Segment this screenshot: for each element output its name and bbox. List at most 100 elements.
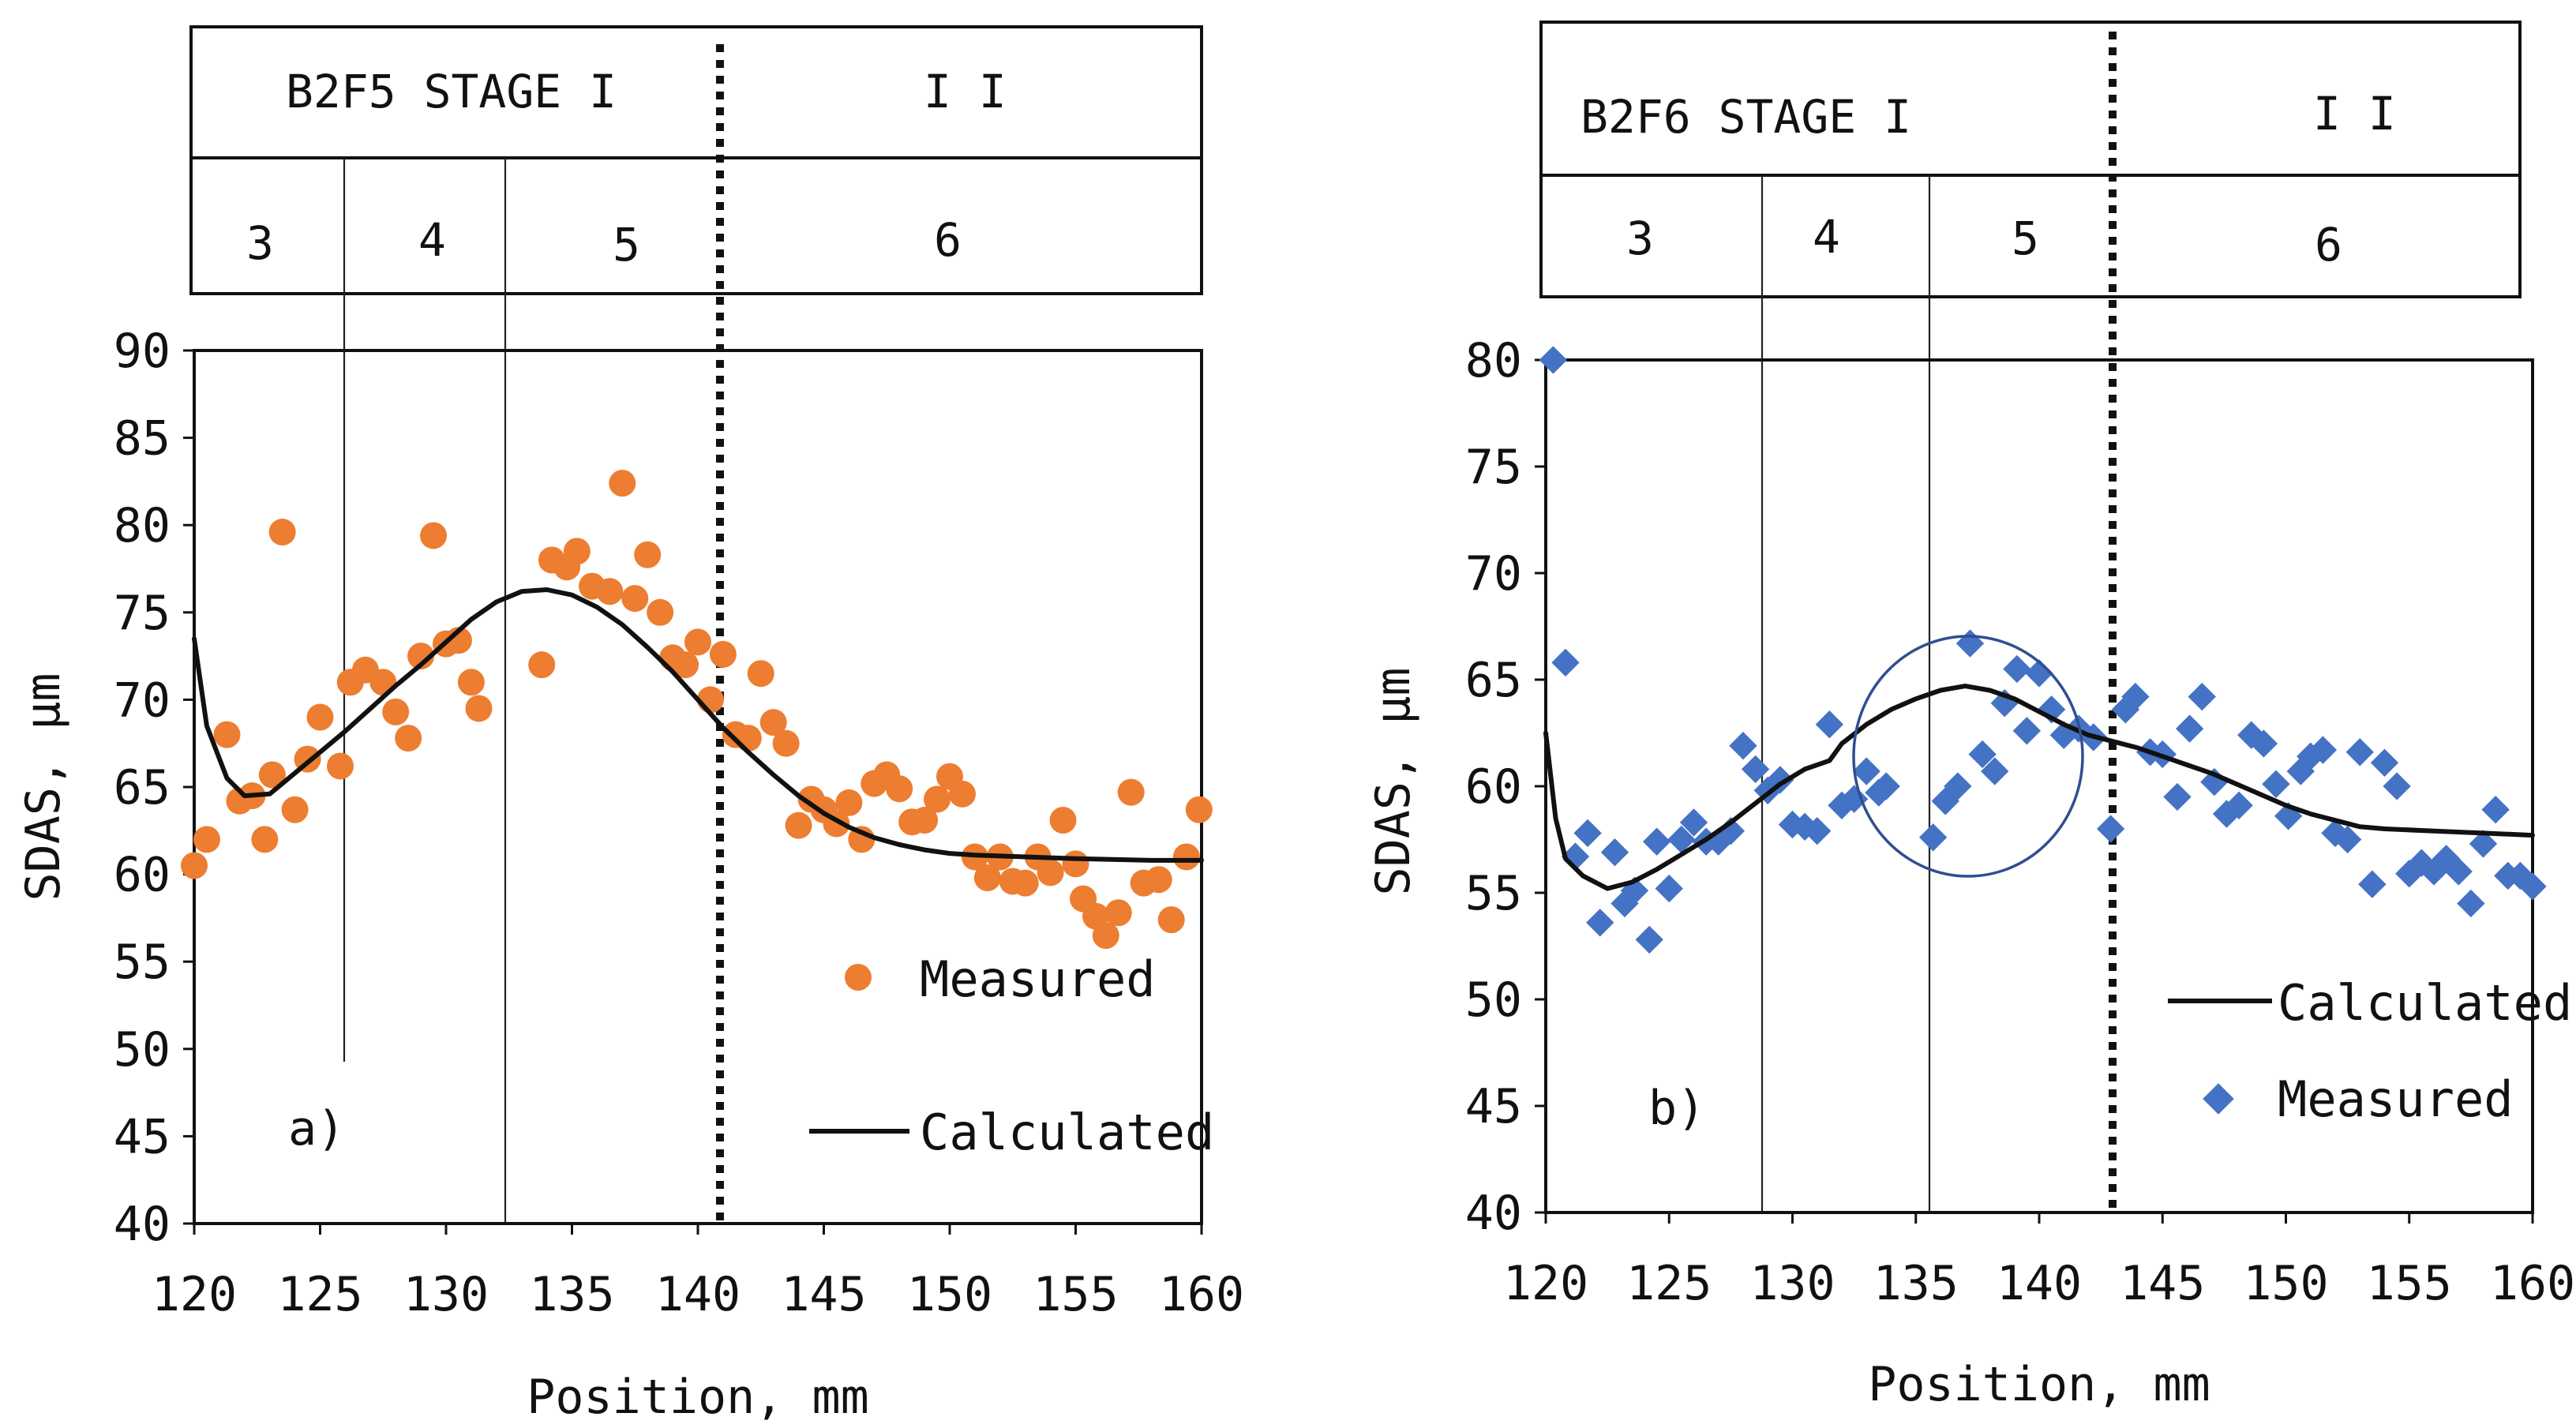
y-tick-label: 50 — [1465, 973, 1522, 1028]
data-point-measured — [1011, 869, 1039, 897]
zone-label-3-a: 3 — [246, 216, 274, 270]
x-tick-label: 130 — [1749, 1256, 1835, 1311]
data-point-measured — [1944, 772, 1972, 800]
data-point-measured — [2457, 889, 2485, 918]
x-tick-label: 120 — [1503, 1256, 1588, 1311]
data-point-measured — [1104, 899, 1132, 927]
calculated-line-b — [1543, 684, 2535, 891]
y-tick-label: 60 — [114, 848, 171, 903]
data-point-measured — [596, 578, 624, 605]
y-tick-label: 60 — [1465, 759, 1522, 815]
data-point-measured — [1642, 827, 1671, 856]
data-point-measured — [1852, 757, 1880, 785]
data-point-measured — [2469, 830, 2498, 858]
data-point-measured — [2444, 857, 2473, 886]
y-axis-title-b: SDAS, μm — [1366, 668, 1421, 896]
header-title-a: B2F5 STAGE I — [286, 65, 617, 118]
data-point-measured — [251, 826, 279, 853]
data-point-measured — [1955, 629, 1985, 658]
data-point-measured — [609, 470, 636, 497]
data-point-measured — [1968, 740, 1997, 769]
data-point-measured — [1172, 843, 1200, 871]
data-point-measured — [457, 669, 485, 696]
legend-marker-measured-a — [845, 964, 872, 991]
data-point-measured — [1679, 808, 1708, 837]
x-tick-label: 130 — [403, 1267, 489, 1322]
data-point-measured — [924, 785, 951, 813]
data-point-measured — [2175, 714, 2204, 743]
header-title-b: B2F6 STAGE I — [1580, 90, 1911, 144]
data-point-measured — [2163, 782, 2192, 811]
data-point-measured — [973, 864, 1001, 892]
data-point-measured — [1600, 838, 1629, 867]
data-point-measured — [465, 695, 493, 722]
data-point-measured — [2003, 654, 2031, 684]
data-point-measured — [2121, 682, 2150, 711]
data-point-measured — [1157, 906, 1185, 934]
zone-label-5-a: 5 — [613, 218, 640, 272]
x-tick-label: 125 — [277, 1267, 362, 1322]
x-tick-label: 145 — [2120, 1256, 2205, 1311]
x-tick-label: 155 — [1033, 1267, 1118, 1322]
x-tick-label: 125 — [1626, 1256, 1712, 1311]
zone-label-3-b: 3 — [1626, 212, 1654, 265]
data-point-measured — [734, 725, 762, 752]
x-axis-title-b: Position, mm — [1868, 1357, 2210, 1412]
panel-label-a: a) — [288, 1101, 345, 1156]
data-point-measured — [1049, 807, 1077, 834]
data-point-measured — [2358, 870, 2387, 898]
zone-label-6-a: 6 — [934, 213, 962, 267]
y-axis-title-a: SDAS, μm — [16, 673, 71, 901]
header-box-a — [189, 25, 1203, 295]
data-point-measured — [213, 721, 241, 748]
data-point-measured — [268, 519, 296, 546]
y-tick-label: 55 — [1465, 866, 1522, 921]
legend-marker-measured-b — [2203, 1083, 2234, 1115]
x-axis-title-a: Position, mm — [527, 1370, 868, 1425]
data-point-measured — [911, 807, 939, 834]
y-tick-label: 40 — [1465, 1186, 1522, 1241]
x-tick-label: 140 — [655, 1267, 741, 1322]
y-tick-label: 75 — [1465, 440, 1522, 495]
zone-label-5-b: 5 — [2012, 212, 2039, 265]
y-tick-label: 80 — [114, 498, 171, 553]
data-point-measured — [1145, 866, 1172, 894]
data-point-measured — [181, 852, 208, 879]
y-tick-label: 70 — [114, 673, 171, 728]
x-tick-label: 150 — [907, 1267, 992, 1322]
data-point-measured — [759, 709, 787, 736]
legend-label-calculated-a: Calculated — [920, 1104, 1214, 1161]
data-point-measured — [1815, 710, 1844, 739]
data-point-measured — [1872, 772, 1900, 800]
data-point-measured — [1635, 925, 1663, 954]
x-tick-label: 120 — [152, 1267, 237, 1322]
data-point-measured — [1573, 819, 1602, 848]
data-point-measured — [1586, 909, 1614, 937]
data-point-measured — [563, 538, 591, 565]
panel-label-b: b) — [1648, 1081, 1705, 1136]
data-point-measured — [2308, 736, 2338, 764]
data-point-measured — [1062, 850, 1089, 878]
data-point-measured — [528, 651, 556, 679]
data-point-measured — [420, 522, 448, 549]
x-tick-label: 150 — [2243, 1256, 2328, 1311]
data-point-measured — [634, 541, 662, 568]
data-point-measured — [382, 698, 410, 725]
axis-ticks-b: 120 125 130 135 140 145 150 155 160 40 45 50 55 60 65 7… — [1465, 333, 2575, 1311]
y-tick-label: 70 — [1465, 546, 1522, 602]
data-point-measured — [2370, 748, 2399, 777]
data-point-measured — [2096, 815, 2125, 843]
y-tick-label: 45 — [114, 1109, 171, 1164]
data-point-measured — [647, 598, 674, 626]
y-tick-label: 80 — [1465, 333, 1522, 388]
x-tick-label: 140 — [1997, 1256, 2082, 1311]
y-tick-label: 40 — [114, 1197, 171, 1252]
data-point-measured — [1037, 859, 1064, 886]
data-point-measured — [2481, 796, 2510, 824]
x-tick-label: 160 — [1159, 1267, 1244, 1322]
data-point-measured — [1803, 817, 1832, 845]
header-box-b — [1539, 21, 2522, 298]
data-point-measured — [1539, 346, 1568, 374]
x-tick-label: 145 — [781, 1267, 866, 1322]
